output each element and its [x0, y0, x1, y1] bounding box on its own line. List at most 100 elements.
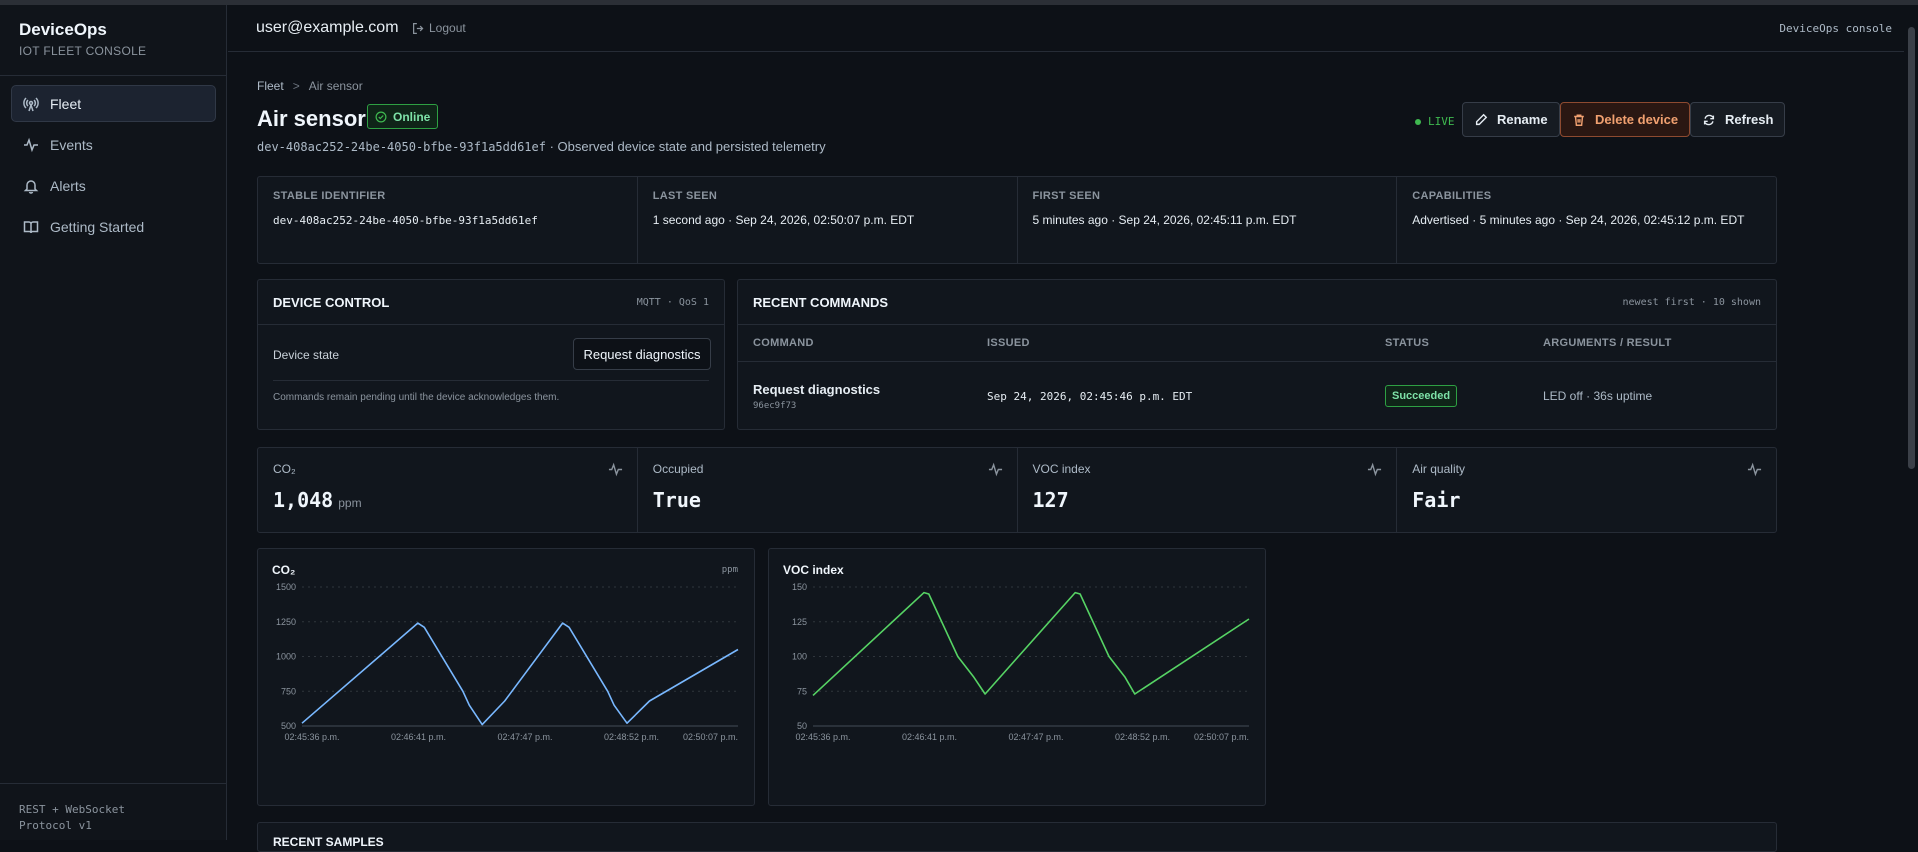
commands-meta: newest first · 10 shown	[1622, 296, 1761, 308]
column-header-issued: ISSUED	[987, 337, 1030, 349]
sidebar-item-label: Fleet	[50, 95, 82, 112]
breadcrumb-separator: >	[292, 79, 300, 93]
metric-value: Fair	[1412, 488, 1461, 512]
breadcrumb-fleet[interactable]: Fleet	[257, 79, 284, 93]
sidebar-item-getting-started[interactable]: Getting Started	[11, 208, 216, 245]
sidebar-item-alerts[interactable]: Alerts	[11, 167, 216, 204]
book-icon	[23, 220, 39, 233]
breadcrumb: Fleet > Air sensor	[257, 79, 363, 93]
issued-cell: Sep 24, 2026, 02:45:46 p.m. EDT	[987, 389, 1193, 403]
y-tick-label: 750	[281, 686, 296, 696]
top-bar: user@example.com Logout DeviceOps consol…	[228, 5, 1918, 52]
y-tick-label: 50	[797, 721, 807, 731]
live-dot	[1415, 118, 1421, 125]
refresh-button[interactable]: Refresh	[1690, 102, 1786, 137]
protocol-meta: MQTT · QoS 1	[636, 296, 709, 308]
status-badge: Succeeded	[1385, 385, 1458, 407]
brand-name: DeviceOps	[19, 20, 107, 39]
device-control-title: DEVICE CONTROL	[273, 294, 390, 310]
page-scrollbar[interactable]	[1904, 5, 1918, 840]
chart-title: VOC index	[783, 563, 844, 577]
activity-icon	[1747, 462, 1762, 477]
sidebar-item-events[interactable]: Events	[11, 126, 216, 163]
activity-icon	[608, 462, 622, 477]
sidebar-footer: REST + WebSocket Protocol v1	[19, 802, 125, 834]
info-last-seen: LAST SEEN 1 second ago · Sep 24, 2026, 0…	[638, 177, 1018, 263]
sidebar-footer-divider	[0, 783, 227, 784]
x-tick-label: 02:48:52 p.m.	[604, 732, 659, 742]
y-tick-label: 1250	[276, 617, 296, 627]
recent-samples-title: RECENT SAMPLES	[273, 835, 384, 849]
page-title: Air sensor	[257, 106, 366, 131]
y-tick-label: 1000	[276, 652, 296, 662]
logout-label: Logout	[429, 21, 466, 35]
activity-icon	[24, 137, 38, 152]
console-label: DeviceOps console	[1779, 22, 1892, 35]
column-header-command: COMMAND	[753, 337, 814, 349]
brand-subtitle: IOT FLEET CONSOLE	[19, 44, 147, 58]
device-control-panel: DEVICE CONTROL MQTT · QoS 1 Device state…	[257, 279, 725, 430]
device-subline: dev-408ac252-24be-4050-bfbe-93f1a5dd61ef…	[257, 139, 826, 154]
metric-air-quality[interactable]: Air quality Fair	[1397, 448, 1776, 532]
metric-co2[interactable]: CO₂ 1,048 ppm	[258, 448, 638, 532]
sidebar-divider	[0, 75, 227, 76]
status-cell: Succeeded	[1385, 385, 1543, 407]
x-tick-label: 02:45:36 p.m.	[284, 732, 339, 742]
info-value: 5 minutes ago · Sep 24, 2026, 02:45:11 p…	[1032, 213, 1297, 227]
column-header-arguments: ARGUMENTS / RESULT	[1543, 337, 1672, 349]
live-indicator: LIVE	[1415, 115, 1455, 128]
rename-button[interactable]: Rename	[1462, 102, 1560, 137]
request-diagnostics-button[interactable]: Request diagnostics	[573, 338, 711, 370]
x-tick-label: 02:46:41 p.m.	[902, 732, 957, 742]
info-capabilities: CAPABILITIES Advertised · 5 minutes ago …	[1397, 177, 1776, 263]
series-line	[301, 622, 739, 726]
metric-occupied[interactable]: Occupied True	[638, 448, 1018, 532]
x-tick-label: 02:50:07 p.m.	[683, 732, 738, 742]
chart-unit: ppm	[721, 565, 738, 575]
check-circle-icon	[375, 111, 387, 122]
metric-value: 127	[1032, 488, 1069, 512]
refresh-icon	[1703, 114, 1715, 125]
refresh-label: Refresh	[1725, 112, 1774, 127]
device-description: · Observed device state and persisted te…	[545, 139, 826, 154]
table-row[interactable]: Request diagnostics 96ec9f73 Sep 24, 202…	[738, 362, 1776, 430]
recent-commands-panel: RECENT COMMANDS newest first · 10 shown …	[737, 279, 1777, 430]
result-cell: LED off · 36s uptime	[1543, 389, 1653, 403]
x-tick-label: 02:46:41 p.m.	[391, 732, 446, 742]
breadcrumb-current: Air sensor	[308, 79, 363, 93]
column-header-status: STATUS	[1385, 337, 1430, 349]
control-divider	[273, 380, 709, 381]
x-tick-label: 02:47:47 p.m.	[1008, 732, 1063, 742]
metric-label: Air quality	[1412, 462, 1465, 476]
status-badge: Online	[367, 104, 439, 129]
sidebar-item-label: Getting Started	[50, 218, 145, 235]
command-id: 96ec9f73	[753, 400, 797, 411]
device-state-label: Device state	[273, 348, 340, 362]
x-tick-label: 02:47:47 p.m.	[497, 732, 552, 742]
voc-chart: 50 75 100 125 150 02:45:36 p.m. 02:46:41 p.m. 0…	[768, 548, 1266, 806]
info-label: STABLE IDENTIFIER	[273, 190, 386, 202]
delete-device-button[interactable]: Delete device	[1560, 102, 1691, 137]
commands-table-header: COMMAND ISSUED STATUS ARGUMENTS / RESULT	[738, 325, 1776, 362]
pencil-icon	[1475, 113, 1488, 125]
y-tick-label: 125	[792, 617, 807, 627]
metrics-panel: CO₂ 1,048 ppm Occupied True VOC index 127…	[257, 447, 1777, 533]
recent-samples-panel: RECENT SAMPLES	[257, 822, 1777, 852]
metric-value: True	[652, 488, 701, 512]
info-label: LAST SEEN	[652, 190, 718, 202]
x-tick-label: 02:50:07 p.m.	[1194, 732, 1249, 742]
sidebar-item-fleet[interactable]: Fleet	[11, 85, 216, 122]
y-tick-label: 1500	[276, 582, 296, 592]
scrollbar-thumb[interactable]	[1908, 27, 1915, 469]
co2-chart: 500 750 1000 1250 1500 02:45:36 p.m. 02:46:41 …	[257, 548, 755, 806]
window-top-strip	[0, 0, 1918, 5]
logout-link[interactable]: Logout	[412, 21, 466, 35]
co2-chart-plot: 500 750 1000 1250 1500 02:45:36 p.m. 02:46:41 …	[276, 582, 739, 742]
metric-voc-index[interactable]: VOC index 127	[1018, 448, 1398, 532]
sidebar: DeviceOps IOT FLEET CONSOLE Fleet Events…	[0, 5, 227, 840]
x-tick-label: 02:45:36 p.m.	[795, 732, 850, 742]
protocol-version: Protocol v1	[19, 819, 92, 832]
device-control-header: DEVICE CONTROL MQTT · QoS 1	[258, 280, 724, 325]
sidebar-item-label: Alerts	[50, 177, 86, 194]
info-label: CAPABILITIES	[1412, 190, 1492, 202]
